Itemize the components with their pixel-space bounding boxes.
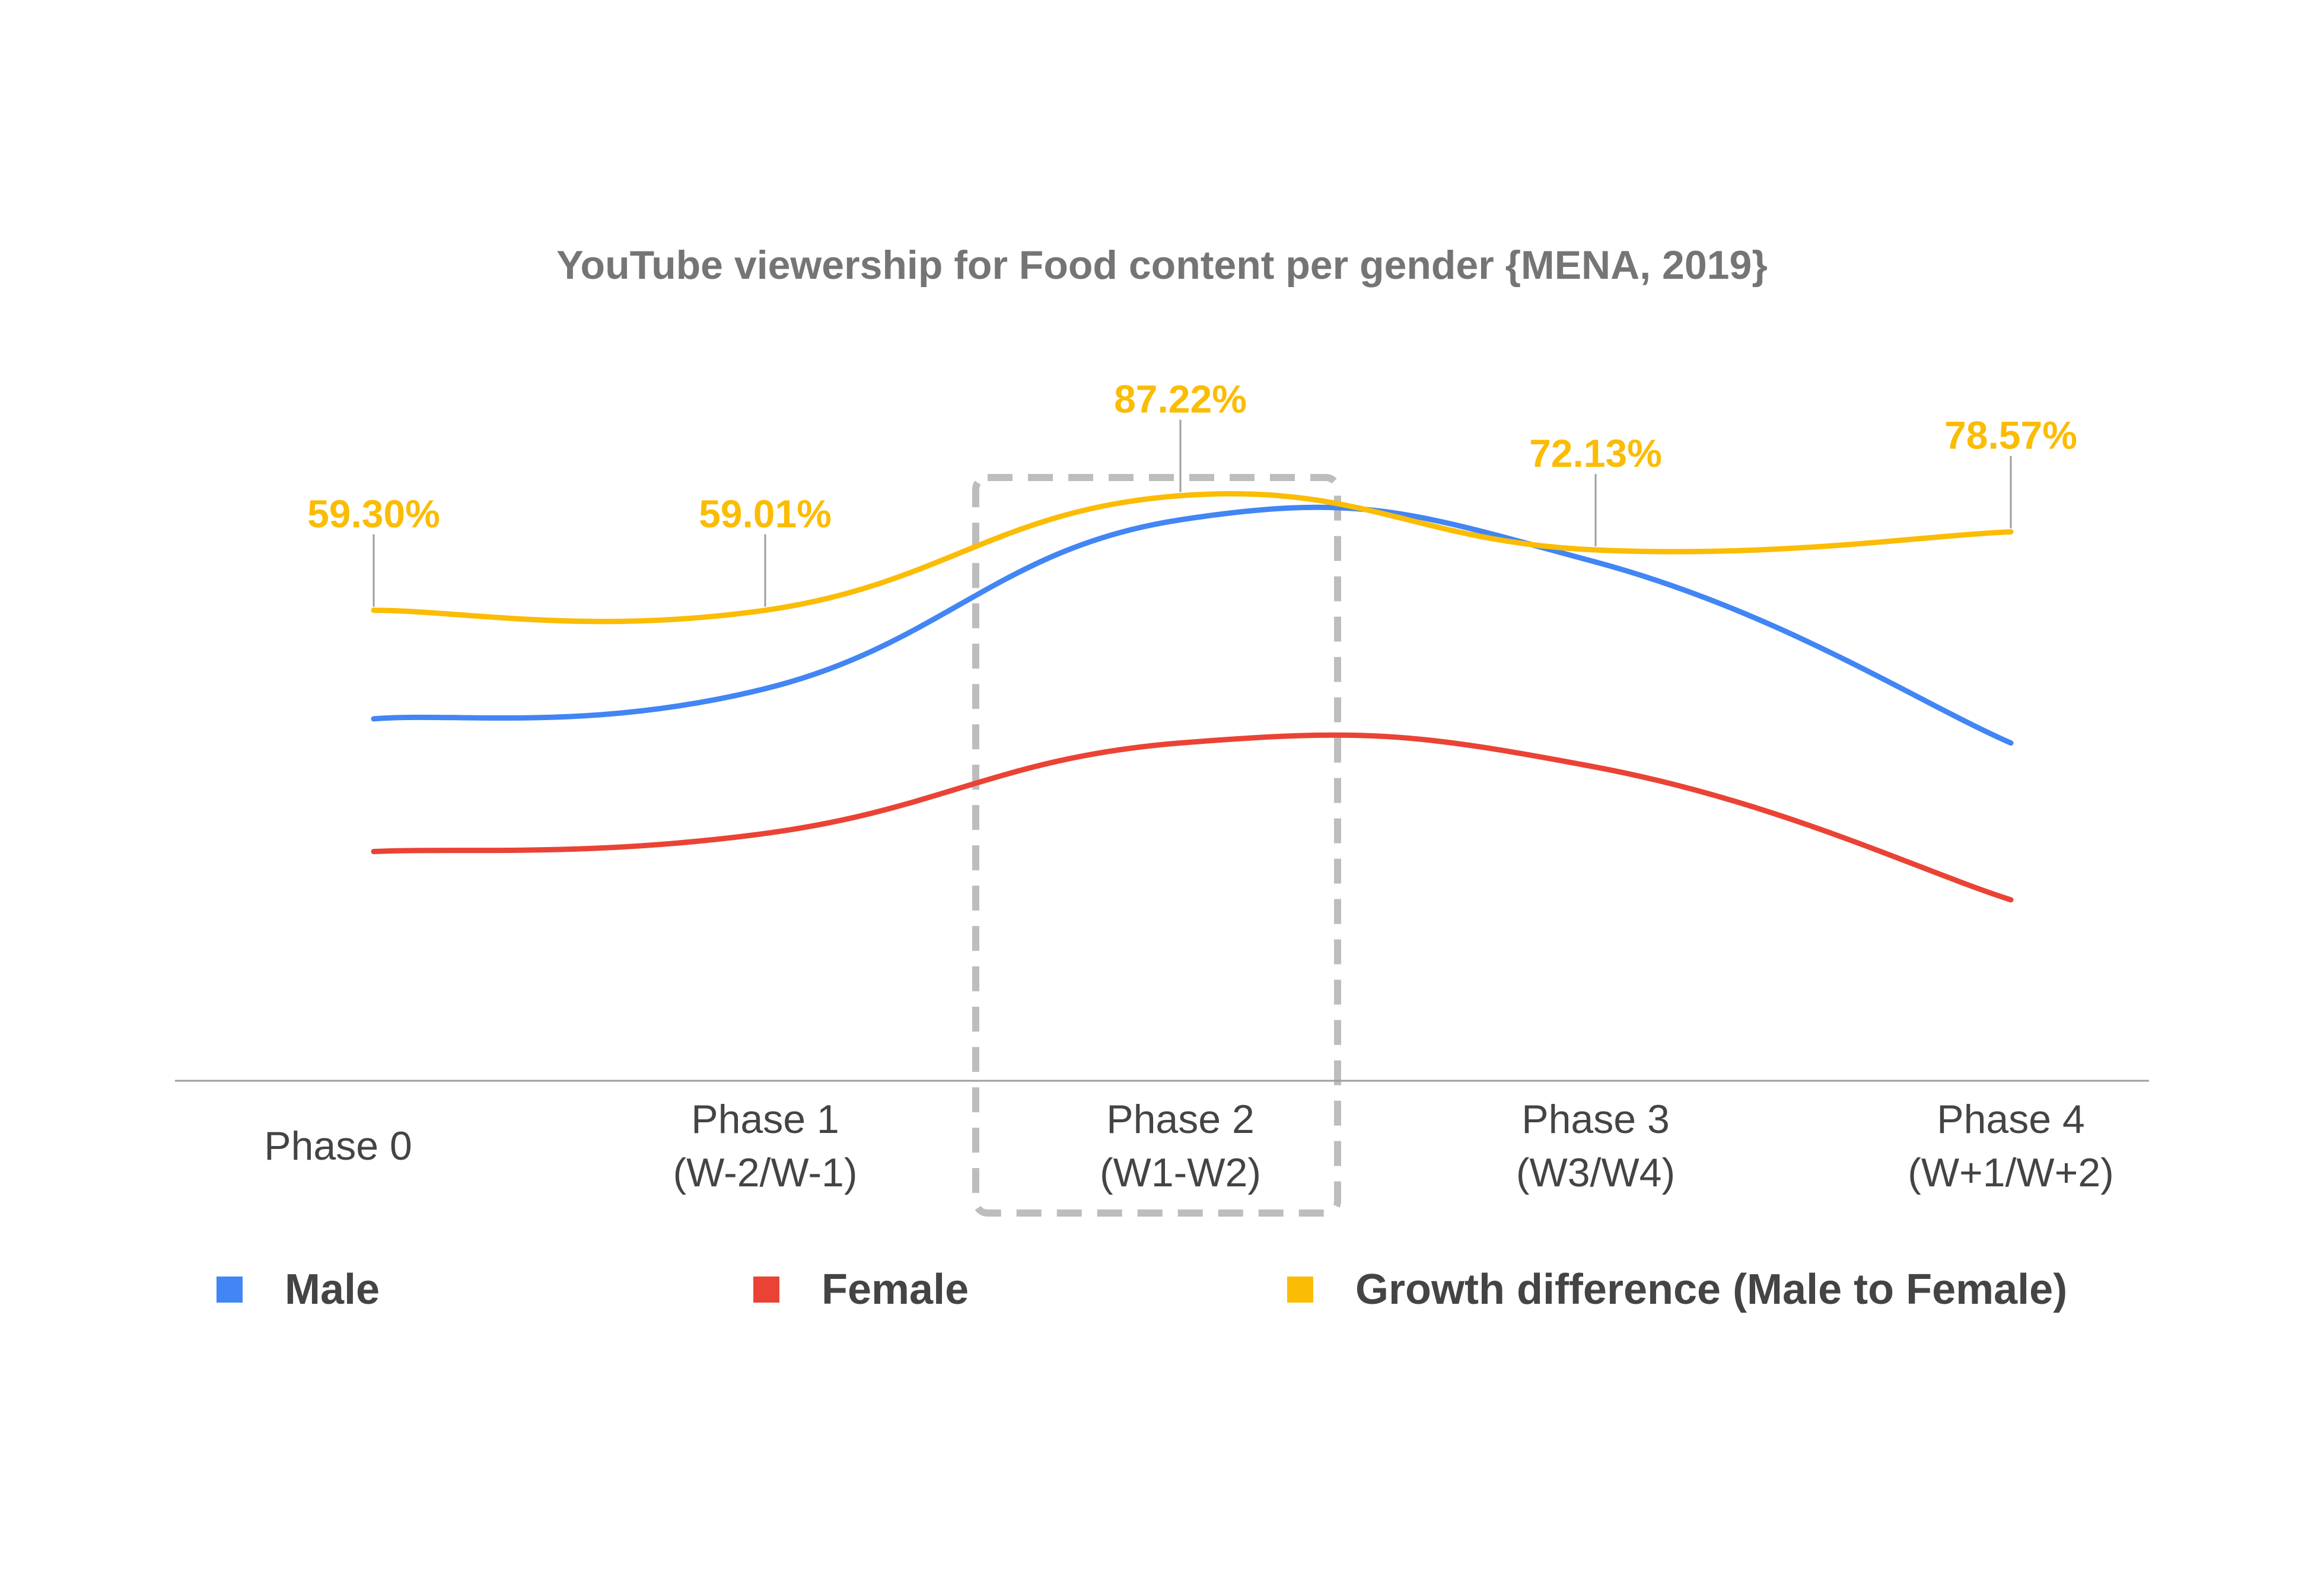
legend-swatch — [1287, 1277, 1313, 1303]
data-label: 59.01% — [699, 492, 832, 536]
legend-swatch — [217, 1277, 243, 1303]
data-labels: 59.30% 59.01% 87.22% 72.13% 78.57% — [307, 377, 2077, 607]
x-tick-labels: Phase 0 Phase 1 (W-2/W-1) Phase 2 (W1-W2) Pha… — [264, 1097, 2114, 1195]
x-tick-label: Phase 2 — [1106, 1097, 1255, 1142]
x-tick-label: Phase 0 — [264, 1123, 412, 1169]
legend: Male Female Growth difference (Male to Fem… — [217, 1266, 2067, 1313]
x-tick-sublabel: (W1-W2) — [1100, 1150, 1261, 1195]
chart-title: YouTube viewership for Food content per … — [556, 243, 1768, 288]
data-label: 72.13% — [1529, 431, 1662, 475]
legend-swatch — [753, 1277, 779, 1303]
data-label: 78.57% — [1944, 413, 2077, 457]
x-tick-label: Phase 1 — [691, 1097, 839, 1142]
legend-label: Female — [822, 1266, 969, 1313]
highlight-layer — [972, 474, 1341, 1217]
series-line-female — [371, 732, 2014, 903]
x-tick-sublabel: (W+1/W+2) — [1908, 1150, 2114, 1195]
legend-label: Growth difference (Male to Female) — [1355, 1266, 2067, 1313]
x-tick-label: Phase 3 — [1521, 1097, 1670, 1142]
series-line-growth — [371, 491, 2014, 625]
data-label: 59.30% — [307, 492, 440, 536]
series-line-male — [371, 504, 2014, 746]
legend-label: Male — [285, 1266, 380, 1313]
x-tick-label: Phase 4 — [1937, 1097, 2085, 1142]
data-label: 87.22% — [1114, 377, 1247, 421]
x-tick-sublabel: (W-2/W-1) — [673, 1150, 857, 1195]
x-tick-sublabel: (W3/W4) — [1516, 1150, 1675, 1195]
highlight-box — [972, 474, 1341, 1217]
series-lines — [371, 491, 2014, 903]
